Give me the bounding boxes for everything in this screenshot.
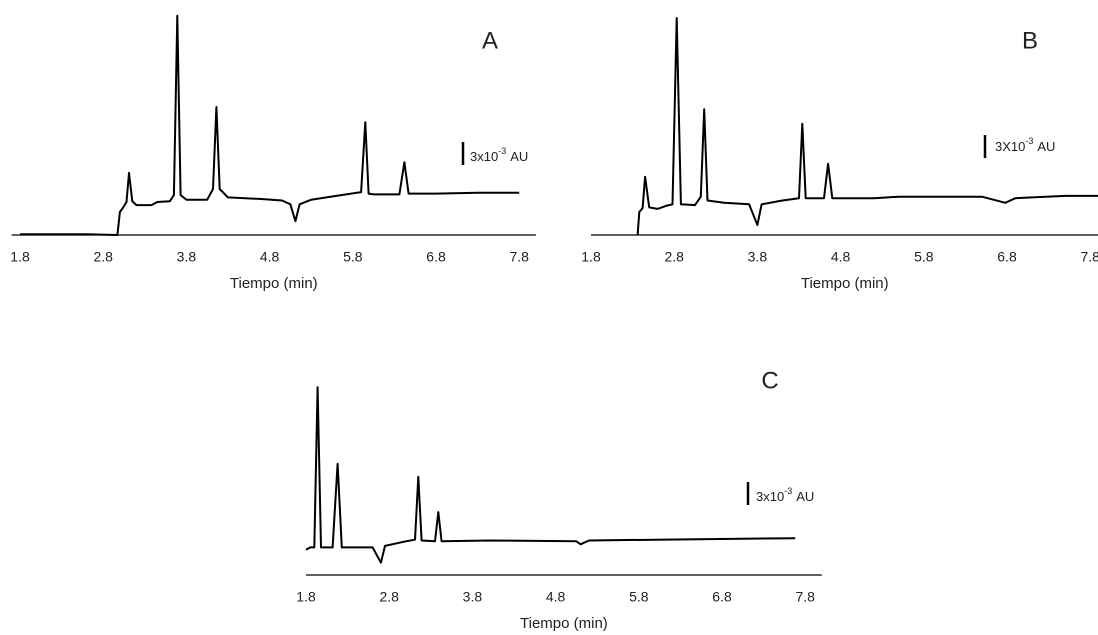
x-tick-label: 7.8 [509,249,529,265]
x-tick-label: 4.8 [546,589,566,605]
x-tick-label: 1.8 [296,589,316,605]
x-tick-label: 1.8 [10,249,30,265]
scale-unit: AU [1037,139,1055,154]
panel-title: B [1022,27,1038,54]
trace [305,386,796,564]
trace [20,14,520,236]
scale-exponent: -3 [498,146,506,156]
x-tick-label: 6.8 [426,249,446,265]
scale-label: 3X10-3 AU [995,136,1055,154]
x-axis-label: Tiempo (min) [801,275,889,292]
x-tick-label: 6.8 [712,589,732,605]
x-tick-label: 1.8 [581,249,601,265]
scale-exponent: -3 [784,486,792,496]
x-tick-label: 3.8 [177,249,197,265]
x-tick-label: 3.8 [463,589,483,605]
x-tick-label: 7.8 [795,589,815,605]
x-tick-label: 6.8 [997,249,1017,265]
x-tick-label: 7.8 [1080,249,1098,265]
x-axis-label: Tiempo (min) [230,275,318,292]
x-tick-label: 4.8 [831,249,851,265]
x-axis-label: Tiempo (min) [520,615,608,632]
scale-label: 3x10-3 AU [470,146,528,164]
x-tick-label: 5.8 [914,249,934,265]
trace [636,17,1098,236]
x-tick-label: 2.8 [379,589,399,605]
scale-base: 3X10 [995,139,1025,154]
x-tick-label: 3.8 [748,249,768,265]
scale-label: 3x10-3 AU [756,486,814,504]
x-tick-label: 5.8 [629,589,649,605]
scale-unit: AU [796,489,814,504]
panel-title: A [482,27,498,54]
x-tick-label: 4.8 [260,249,280,265]
panel-title: C [761,367,778,394]
scale-base: 3x10 [756,489,784,504]
scale-unit: AU [510,149,528,164]
x-tick-label: 2.8 [664,249,684,265]
x-tick-label: 2.8 [93,249,113,265]
scale-exponent: -3 [1025,136,1033,146]
x-tick-label: 5.8 [343,249,363,265]
scale-base: 3x10 [470,149,498,164]
